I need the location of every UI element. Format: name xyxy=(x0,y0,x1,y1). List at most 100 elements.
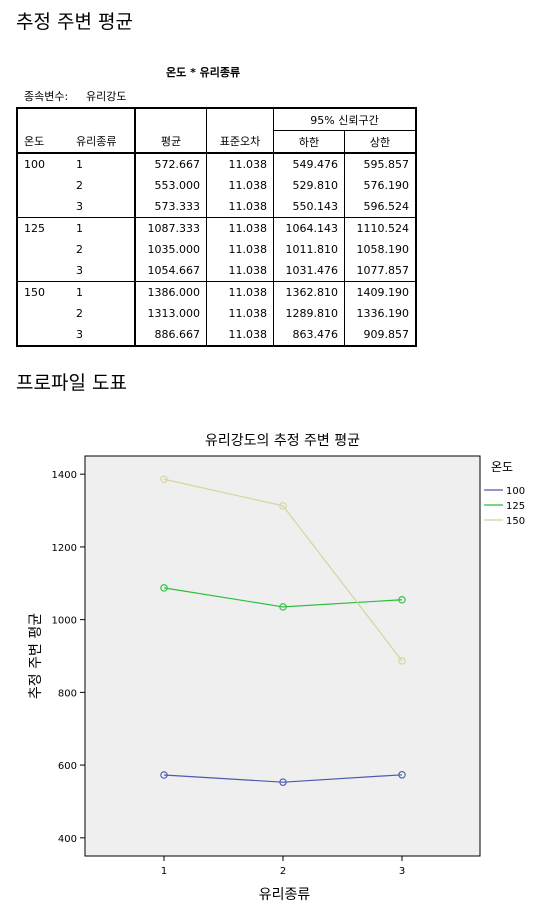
row-lower: 863.476 xyxy=(273,324,345,346)
row-type: 2 xyxy=(76,307,83,320)
table-row: 3 886.667 11.038 863.476 909.857 xyxy=(17,324,416,346)
row-temp xyxy=(17,303,70,324)
row-lower: 549.476 xyxy=(273,152,345,175)
row-mean: 572.667 xyxy=(134,152,207,175)
col-header-mean: 평균 xyxy=(134,130,207,153)
row-lower: 1011.810 xyxy=(273,239,345,260)
table-header-row-2: 온도 유리종류 평균 표준오차 하한 상한 xyxy=(17,130,416,153)
row-se: 11.038 xyxy=(206,303,274,324)
row-temp: 125 xyxy=(17,217,70,239)
row-upper: 1409.190 xyxy=(344,281,416,303)
row-temp xyxy=(17,324,70,346)
table-row: 2 1035.000 11.038 1011.810 1058.190 xyxy=(17,239,416,260)
chart-title: 유리강도의 추정 주변 평균 xyxy=(205,433,360,449)
row-se: 11.038 xyxy=(206,196,274,218)
row-temp xyxy=(17,196,70,218)
table-header-row-1: 95% 신뢰구간 xyxy=(17,108,416,131)
section-title-profile-plot: 프로파일 도표 xyxy=(16,372,127,394)
row-type: 2 xyxy=(76,243,83,256)
profile-plot-chart: 유리강도의 추정 주변 평균 400 600 800 1000 1200 1400 1 2 3 유리… xyxy=(28,433,525,903)
row-mean: 1386.000 xyxy=(134,281,207,303)
data-point-150-1 xyxy=(160,475,168,484)
row-type: 3 xyxy=(76,264,83,277)
series-line-125 xyxy=(163,587,403,608)
y-tick-label: 400 xyxy=(58,834,77,845)
row-upper: 909.857 xyxy=(344,324,416,346)
table-row: 100 1 572.667 11.038 549.476 595.857 xyxy=(17,152,416,175)
legend-title: 온도 xyxy=(491,460,513,474)
col-header-type: 유리종류 xyxy=(76,135,117,149)
row-lower: 550.143 xyxy=(273,196,345,218)
data-point-150-2 xyxy=(279,502,287,510)
x-axis-label: 유리종류 xyxy=(259,887,311,903)
legend-label-100: 100 xyxy=(506,486,525,497)
data-point-100-3 xyxy=(398,771,406,779)
row-upper: 1336.190 xyxy=(344,303,416,324)
estimated-means-table: 95% 신뢰구간 온도 유리종류 평균 표준오차 하한 상한 100 1 572.667 11.03… xyxy=(16,107,417,347)
row-upper: 596.524 xyxy=(344,196,416,218)
x-tick-label: 3 xyxy=(399,866,405,877)
row-lower: 529.810 xyxy=(273,175,345,196)
col-header-se: 표준오차 xyxy=(206,130,274,153)
y-axis-label: 추정 주변 평균 xyxy=(28,613,44,699)
y-tick-label: 600 xyxy=(58,761,77,772)
table-caption: 온도 * 유리종류 xyxy=(166,66,241,79)
data-point-125-1 xyxy=(160,584,168,592)
x-tick-label: 1 xyxy=(161,866,167,877)
row-se: 11.038 xyxy=(206,239,274,260)
row-temp: 150 xyxy=(17,281,70,303)
col-header-temp: 온도 xyxy=(24,135,45,149)
section-title-estimated-means: 추정 주변 평균 xyxy=(16,11,133,33)
row-mean: 1035.000 xyxy=(134,239,207,260)
table-row: 125 1 1087.333 11.038 1064.143 1110.524 xyxy=(17,217,416,239)
row-upper: 576.190 xyxy=(344,175,416,196)
col-header-upper: 상한 xyxy=(344,130,416,153)
row-temp xyxy=(17,239,70,260)
row-lower: 1031.476 xyxy=(273,260,345,282)
row-mean: 886.667 xyxy=(134,324,207,346)
row-mean: 553.000 xyxy=(134,175,207,196)
row-upper: 595.857 xyxy=(344,152,416,175)
data-point-150-3 xyxy=(398,657,406,665)
row-se: 11.038 xyxy=(206,152,274,175)
y-tick-label: 1400 xyxy=(52,470,77,481)
series-line-150 xyxy=(163,478,403,662)
ci-header: 95% 신뢰구간 xyxy=(273,108,416,131)
row-upper: 1110.524 xyxy=(344,217,416,239)
plot-area xyxy=(84,455,481,857)
row-se: 11.038 xyxy=(206,217,274,239)
row-type: 2 xyxy=(76,179,83,192)
table-row: 2 1313.000 11.038 1289.810 1336.190 xyxy=(17,303,416,324)
row-se: 11.038 xyxy=(206,324,274,346)
row-type: 3 xyxy=(76,200,83,213)
row-upper: 1058.190 xyxy=(344,239,416,260)
row-temp xyxy=(17,260,70,282)
row-mean: 1313.000 xyxy=(134,303,207,324)
table-row: 3 1054.667 11.038 1031.476 1077.857 xyxy=(17,260,416,282)
row-lower: 1064.143 xyxy=(273,217,345,239)
col-header-lower: 하한 xyxy=(273,130,345,153)
data-point-100-1 xyxy=(160,771,168,779)
table-row: 150 1 1386.000 11.038 1362.810 1409.190 xyxy=(17,281,416,303)
x-tick-label: 2 xyxy=(280,866,286,877)
row-se: 11.038 xyxy=(206,281,274,303)
legend-label-125: 125 xyxy=(506,501,525,512)
row-temp: 100 xyxy=(17,152,70,175)
y-tick-label: 800 xyxy=(58,688,77,699)
row-lower: 1362.810 xyxy=(273,281,345,303)
dependent-variable-label: 종속변수: xyxy=(24,90,69,103)
row-mean: 1054.667 xyxy=(134,260,207,282)
row-type: 3 xyxy=(76,328,83,341)
series-line-100 xyxy=(163,774,403,783)
row-temp xyxy=(17,175,70,196)
row-se: 11.038 xyxy=(206,260,274,282)
data-point-100-2 xyxy=(279,778,287,786)
row-type: 1 xyxy=(70,217,135,239)
table-row: 3 573.333 11.038 550.143 596.524 xyxy=(17,196,416,218)
row-mean: 573.333 xyxy=(134,196,207,218)
dependent-variable-value: 유리강도 xyxy=(86,90,127,103)
row-mean: 1087.333 xyxy=(134,217,207,239)
row-se: 11.038 xyxy=(206,175,274,196)
y-tick-label: 1000 xyxy=(52,616,77,627)
row-upper: 1077.857 xyxy=(344,260,416,282)
